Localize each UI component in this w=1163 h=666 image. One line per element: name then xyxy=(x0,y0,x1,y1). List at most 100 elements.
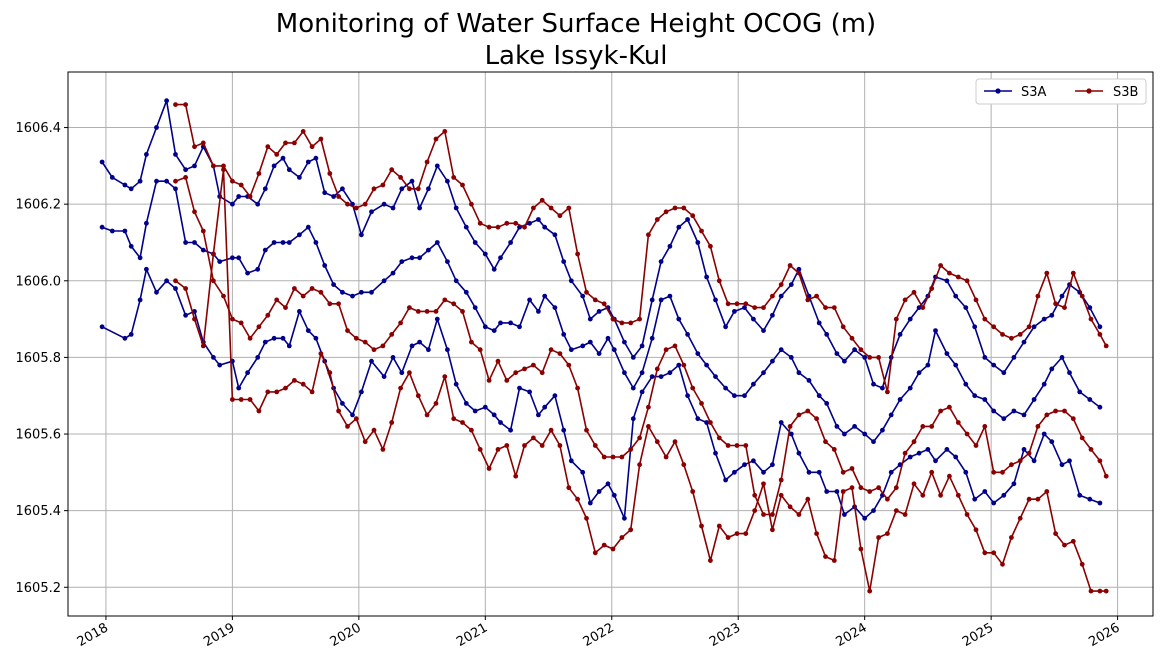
data-point xyxy=(601,542,607,548)
data-point xyxy=(732,309,737,314)
data-point xyxy=(336,301,341,307)
data-point xyxy=(359,389,364,395)
data-point xyxy=(752,508,758,513)
data-point xyxy=(482,251,488,257)
data-point xyxy=(708,420,713,425)
data-point xyxy=(742,393,747,399)
data-point xyxy=(963,381,969,387)
data-point xyxy=(369,358,374,364)
data-point xyxy=(128,243,134,249)
data-point xyxy=(211,278,216,284)
chart-subtitle: Lake Issyk-Kul xyxy=(485,41,668,71)
data-point xyxy=(398,320,403,326)
data-point xyxy=(575,251,580,257)
data-point xyxy=(796,266,802,272)
data-point xyxy=(897,397,903,402)
data-point xyxy=(933,458,938,464)
data-point xyxy=(787,504,793,510)
data-point xyxy=(1053,531,1058,536)
data-point xyxy=(972,496,978,502)
series-line xyxy=(101,99,1101,389)
data-point xyxy=(122,335,128,341)
data-point xyxy=(486,378,492,383)
data-point xyxy=(1070,416,1076,422)
data-point xyxy=(628,320,634,326)
data-point xyxy=(972,324,978,330)
data-point xyxy=(1031,397,1037,402)
data-point xyxy=(834,424,840,429)
data-point xyxy=(778,347,784,353)
data-point xyxy=(122,182,128,188)
data-point xyxy=(460,182,465,188)
data-point xyxy=(309,286,315,291)
data-point xyxy=(561,332,567,337)
data-point xyxy=(262,186,268,192)
data-point xyxy=(504,220,510,226)
data-point xyxy=(667,293,673,299)
data-point xyxy=(445,178,450,184)
series-layer xyxy=(99,98,1109,594)
data-point xyxy=(916,370,922,376)
data-point xyxy=(929,286,935,291)
y-tick-label: 1605.2 xyxy=(16,581,62,596)
data-point xyxy=(1049,312,1055,318)
data-point xyxy=(217,259,223,264)
data-point xyxy=(1079,561,1085,567)
data-point xyxy=(622,339,627,345)
data-point xyxy=(938,263,943,268)
data-point xyxy=(663,454,669,460)
data-point xyxy=(508,320,513,326)
data-point xyxy=(806,469,812,475)
data-point xyxy=(788,431,794,437)
data-point xyxy=(183,312,189,318)
data-point xyxy=(1009,535,1014,540)
data-point xyxy=(192,240,197,245)
data-point xyxy=(144,220,149,226)
data-point xyxy=(417,339,422,345)
data-point xyxy=(982,489,988,494)
data-point xyxy=(398,175,403,180)
data-point xyxy=(716,278,722,284)
data-point xyxy=(920,424,926,429)
x-tick-label: 2024 xyxy=(834,620,870,650)
data-point xyxy=(362,201,368,207)
data-point xyxy=(453,205,459,211)
data-point xyxy=(1097,458,1103,464)
data-point xyxy=(173,286,178,291)
x-tick-label: 2018 xyxy=(75,620,111,650)
data-point xyxy=(557,443,563,448)
data-point xyxy=(362,439,368,445)
data-point xyxy=(1088,316,1094,322)
data-point xyxy=(390,270,396,276)
data-point xyxy=(676,316,682,322)
data-point xyxy=(522,224,527,230)
data-point xyxy=(743,443,749,448)
data-point xyxy=(434,163,440,169)
data-point xyxy=(630,385,636,391)
data-point xyxy=(109,175,115,180)
data-point xyxy=(1062,408,1067,414)
data-point xyxy=(504,378,510,383)
data-point xyxy=(561,427,567,433)
data-point xyxy=(713,374,718,379)
data-point xyxy=(99,159,105,165)
data-point xyxy=(309,389,315,395)
data-point xyxy=(280,335,286,341)
data-point xyxy=(953,454,959,460)
data-point xyxy=(568,458,574,464)
data-point xyxy=(513,370,519,376)
data-point xyxy=(611,347,617,353)
data-point xyxy=(491,328,497,333)
data-point xyxy=(426,247,431,253)
data-point xyxy=(1000,469,1005,475)
data-point xyxy=(806,378,812,383)
data-point xyxy=(778,282,784,287)
series-s3a-0 xyxy=(99,98,1103,391)
data-point xyxy=(991,550,997,556)
data-point xyxy=(345,424,350,429)
data-point xyxy=(390,205,396,211)
data-point xyxy=(947,473,952,479)
data-point xyxy=(1017,458,1023,464)
data-point xyxy=(482,404,488,410)
data-point xyxy=(955,492,961,498)
